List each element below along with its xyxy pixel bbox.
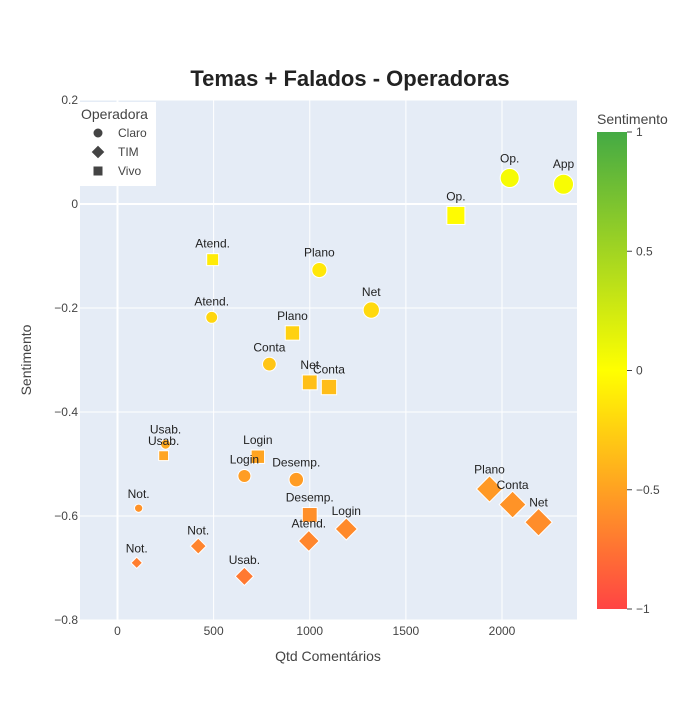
vivo-point [301, 374, 318, 391]
colorbar: Sentimento 1 0.5 0 −0.5 −1 [597, 111, 668, 616]
x-tick-label: 2000 [489, 624, 516, 638]
legend-background [78, 102, 156, 186]
point-label: Net [300, 358, 319, 372]
tim-point [189, 537, 207, 555]
point-label: Not. [126, 542, 148, 556]
grid-lines [80, 99, 577, 621]
point-label: Net [529, 495, 548, 509]
y-tick-label: −0.8 [54, 613, 78, 627]
point-label: Op. [500, 151, 519, 165]
y-tick-label: −0.6 [54, 509, 78, 523]
claro-point [262, 356, 277, 372]
tim-point [498, 490, 527, 519]
tim-point [334, 517, 359, 541]
colorbar-gradient [597, 132, 627, 609]
vivo-point [206, 253, 220, 267]
x-axis-label: Qtd Comentários [275, 648, 381, 664]
point-label: Conta [497, 478, 529, 492]
point-label: Op. [446, 189, 465, 203]
colorbar-tick-label: 0 [636, 364, 643, 378]
point-label: Conta [253, 340, 285, 354]
point-label: Login [243, 433, 272, 447]
tim-point [297, 529, 320, 553]
legend-entry-tim: TIM [118, 145, 139, 159]
colorbar-tick-label: 1 [636, 125, 643, 139]
legend-symbol-vivo [92, 165, 104, 177]
point-label: Login [332, 504, 361, 518]
point-label: Atend. [195, 237, 230, 251]
legend-symbol-claro [92, 127, 104, 139]
vivo-point [301, 507, 318, 523]
claro-point [205, 310, 219, 324]
point-label: Conta [313, 362, 345, 376]
legend-entry-vivo: Vivo [118, 164, 141, 178]
colorbar-tick-label: 0.5 [636, 244, 653, 258]
claro-point [311, 261, 328, 279]
legend-symbol-tim [90, 144, 106, 160]
tim-point [475, 475, 504, 503]
vivo-point [250, 449, 266, 464]
point-label: Atend. [194, 294, 229, 308]
point-label: Not. [187, 523, 209, 537]
y-tick-label: −0.4 [54, 405, 78, 419]
y-tick-label: 0.2 [61, 93, 78, 107]
y-tick-label: 0 [71, 197, 78, 211]
point-label: Plano [304, 245, 335, 259]
x-tick-label: 1000 [296, 624, 323, 638]
claro-point [160, 438, 172, 450]
claro-point [362, 301, 380, 319]
legend-entry-claro: Claro [118, 126, 147, 140]
vivo-point [320, 378, 338, 396]
point-label: Desemp. [286, 491, 334, 505]
data-points [130, 167, 575, 587]
vivo-point [284, 325, 301, 341]
chart-title: Temas + Falados - Operadoras [190, 66, 509, 91]
tim-point [524, 507, 553, 537]
point-label: Net [362, 285, 381, 299]
point-label: Plano [474, 463, 505, 477]
claro-point [499, 167, 520, 189]
vivo-point [158, 450, 170, 462]
colorbar-tick-label: −0.5 [636, 483, 660, 497]
point-label: Not. [128, 487, 150, 501]
plot-background [80, 100, 577, 620]
point-label: Usab. [229, 553, 260, 567]
point-label: Usab. [150, 422, 181, 436]
x-tick-labels: 0 500 1000 1500 2000 [114, 624, 516, 638]
legend-title: Operadora [81, 106, 148, 122]
colorbar-tick-label: −1 [636, 602, 650, 616]
x-tick-label: 500 [204, 624, 224, 638]
legend: Operadora Claro TIM Vivo [78, 102, 156, 186]
y-tick-labels: −0.8 −0.6 −0.4 −0.2 0 0.2 [54, 93, 78, 627]
vivo-point [446, 205, 466, 225]
point-label: App [553, 157, 575, 171]
point-label: Plano [277, 309, 308, 323]
claro-point [288, 471, 305, 488]
y-tick-label: −0.2 [54, 301, 78, 315]
colorbar-title: Sentimento [597, 111, 668, 127]
tim-point [130, 556, 144, 570]
claro-point [553, 173, 575, 195]
point-label: Desemp. [272, 455, 320, 469]
point-label: Login [230, 452, 259, 466]
y-axis-label: Sentimento [18, 324, 34, 395]
x-tick-label: 1500 [393, 624, 420, 638]
tim-point [234, 566, 255, 587]
point-label: Usab. [148, 434, 179, 448]
point-label: Atend. [291, 517, 326, 531]
x-tick-label: 0 [114, 624, 121, 638]
claro-point [134, 503, 144, 513]
claro-point [237, 468, 252, 483]
